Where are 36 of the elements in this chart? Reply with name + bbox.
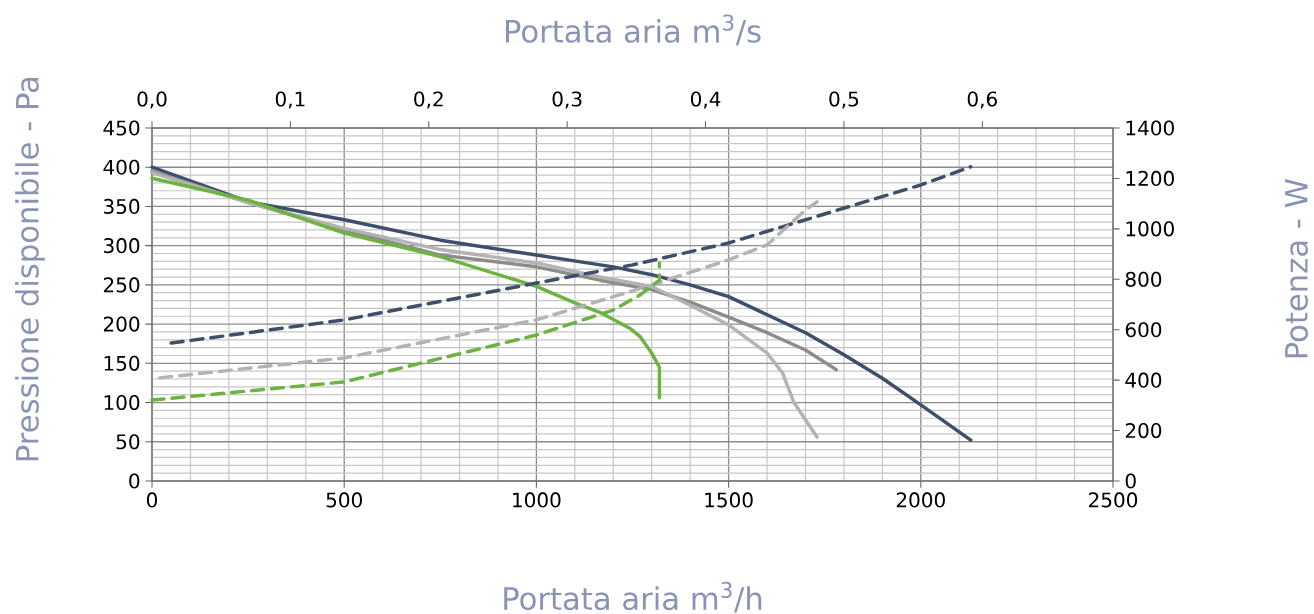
y-tick-label: 50: [116, 434, 140, 450]
x-axis-title: Portata aria m$^{3}$/h: [504, 581, 762, 613]
y2-tick-label: 200: [1125, 422, 1162, 439]
y2-tick-label: 800: [1125, 271, 1162, 287]
y2-tick-label: 1000: [1126, 221, 1174, 237]
y-tick-label: 400: [103, 159, 140, 175]
x-tick-label: 0: [146, 492, 158, 508]
y2-tick-label: 1400: [1126, 120, 1174, 136]
y-axis-title: Pressione disponibile - Pa: [15, 77, 45, 461]
line-series: [150, 176, 662, 400]
x-tick-label: 1000: [513, 492, 561, 508]
y2-tick-label: 400: [1125, 372, 1162, 388]
y-tick-label: 450: [103, 120, 140, 136]
y2-tick-label: 1200: [1126, 170, 1174, 186]
x-tick-label: 2500: [1089, 492, 1138, 508]
x2-tick-label: 0,3: [552, 91, 582, 109]
x-tick-label: 500: [326, 492, 362, 508]
x2-tick-label: 0,1: [275, 91, 305, 109]
x-tick-label: 1500: [705, 492, 753, 508]
x2-tick-label: 0,0: [137, 91, 167, 109]
y-tick-label: 250: [103, 277, 140, 293]
y2-axis-title: Potenza - W: [1285, 179, 1308, 358]
y-tick-label: 0: [129, 473, 140, 489]
y-tick-label: 350: [103, 198, 140, 215]
y-tick-label: 300: [103, 238, 140, 254]
y2-tick-label: 600: [1125, 322, 1162, 338]
y-tick-label: 100: [104, 394, 140, 411]
x2-tick-label: 0,2: [414, 91, 443, 109]
y-tick-label: 200: [103, 316, 140, 332]
y2-tick-label: 0: [1125, 473, 1136, 489]
x2-tick-label: 0,4: [690, 91, 721, 109]
x2-axis-title: Portata aria m$^{3}$/s: [505, 14, 761, 46]
x2-tick-label: 0,6: [967, 91, 997, 109]
x-tick-label: 2000: [896, 492, 945, 508]
x2-tick-label: 0,5: [829, 91, 859, 109]
y-tick-label: 150: [104, 355, 140, 371]
